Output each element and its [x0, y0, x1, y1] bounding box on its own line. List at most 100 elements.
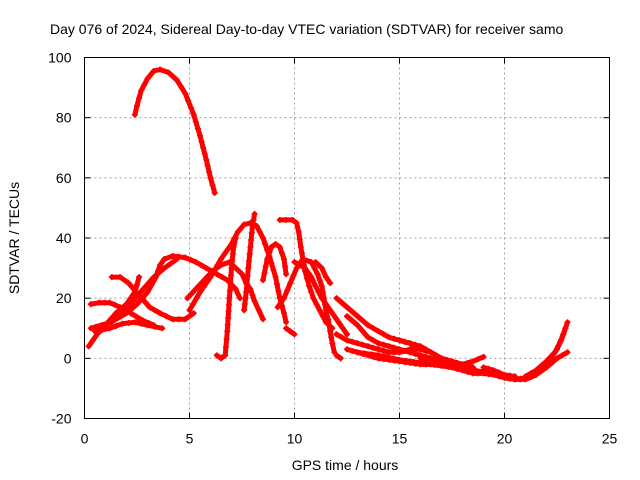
data-point [459, 367, 466, 374]
data-point [293, 219, 300, 226]
series-line [334, 295, 476, 370]
data-point [218, 256, 224, 263]
data-point [176, 253, 182, 260]
data-point [449, 364, 455, 371]
data-point [506, 374, 513, 381]
data-point [354, 313, 361, 320]
data-point [401, 338, 408, 345]
data-point [380, 347, 387, 354]
data-point [289, 216, 296, 223]
data-point [310, 295, 317, 302]
y-tick-label: 0 [64, 350, 72, 366]
data-point [250, 216, 257, 223]
data-point [281, 295, 287, 302]
data-point [480, 353, 487, 360]
data-point [218, 355, 224, 362]
data-point [349, 338, 356, 345]
y-tick-label: 80 [56, 110, 72, 126]
data-point [368, 351, 375, 358]
x-tick-label: 20 [497, 431, 513, 447]
y-tick-label: 100 [48, 50, 72, 66]
data-point [193, 295, 200, 302]
data-point [224, 321, 231, 328]
data-point [315, 289, 322, 296]
data-point [283, 319, 290, 326]
series-track-15 [283, 325, 298, 338]
data-point [464, 368, 471, 375]
data-point [551, 349, 558, 356]
data-point [251, 298, 258, 305]
data-point [184, 295, 191, 302]
data-point [522, 373, 529, 380]
data-point [274, 281, 280, 288]
data-point [354, 349, 361, 356]
data-point [308, 289, 315, 296]
data-point [349, 347, 356, 354]
data-point [538, 362, 545, 369]
data-point [386, 343, 392, 350]
data-point [211, 268, 217, 275]
data-point [197, 289, 203, 296]
data-point [173, 77, 180, 84]
data-point [327, 307, 334, 314]
series-line [313, 259, 333, 286]
data-point [85, 343, 92, 350]
data-point [297, 244, 304, 251]
data-point [260, 316, 266, 323]
data-point [277, 299, 284, 306]
data-point [344, 313, 350, 320]
data-point [141, 81, 148, 88]
data-point [99, 326, 106, 333]
data-point [101, 299, 108, 306]
data-point [161, 265, 168, 272]
data-point [305, 269, 312, 276]
y-axis-label: SDTVAR / TECUs [6, 182, 22, 294]
data-point [344, 346, 350, 353]
data-point [113, 316, 119, 323]
data-point [459, 361, 466, 368]
data-point [375, 328, 382, 335]
data-point [201, 150, 208, 157]
data-point [475, 370, 482, 377]
y-tick-label: 20 [56, 290, 72, 306]
data-point [386, 349, 392, 356]
data-point [186, 307, 193, 314]
series-track-28 [480, 349, 571, 383]
series-track-17 [312, 259, 334, 287]
data-point [299, 256, 306, 263]
data-point [284, 287, 291, 294]
data-point [344, 337, 350, 344]
data-point [241, 301, 248, 308]
data-point [157, 66, 164, 73]
data-point [260, 277, 266, 284]
data-point [316, 307, 323, 314]
data-point [226, 295, 233, 302]
data-point [213, 352, 220, 359]
data-point [135, 292, 142, 299]
data-point [131, 319, 138, 326]
data-point [417, 346, 424, 353]
data-point [268, 244, 275, 251]
data-point [475, 356, 482, 363]
data-point [359, 341, 366, 348]
data-point [246, 258, 252, 265]
data-point [225, 246, 231, 253]
data-point [244, 273, 251, 280]
data-point [428, 349, 434, 356]
data-point [197, 132, 203, 139]
data-point [228, 265, 235, 272]
data-point [182, 316, 189, 323]
data-point [287, 280, 294, 287]
data-point [187, 256, 194, 263]
data-point [241, 307, 248, 314]
data-point [318, 283, 325, 290]
data-point [229, 251, 236, 258]
data-point [129, 298, 136, 305]
data-point [245, 265, 252, 272]
data-point [229, 258, 236, 265]
data-point [270, 267, 277, 274]
data-point [533, 367, 539, 374]
data-point [169, 253, 176, 260]
data-point [157, 262, 164, 269]
data-points [85, 66, 571, 383]
